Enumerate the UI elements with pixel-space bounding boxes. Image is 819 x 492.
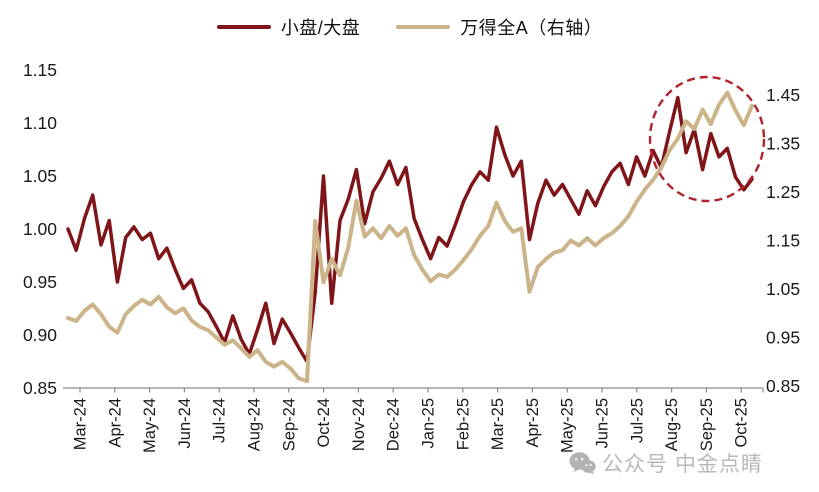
svg-text:Mar-24: Mar-24 [72, 398, 90, 450]
svg-text:Dec-24: Dec-24 [385, 398, 403, 451]
svg-text:Oct-24: Oct-24 [315, 398, 333, 448]
svg-text:May-25: May-25 [559, 398, 577, 453]
svg-text:Nov-24: Nov-24 [350, 398, 368, 451]
svg-text:Feb-25: Feb-25 [454, 398, 472, 450]
svg-text:1.45: 1.45 [766, 85, 800, 105]
svg-text:0.90: 0.90 [23, 325, 57, 345]
svg-text:Apr-24: Apr-24 [106, 398, 124, 448]
svg-text:May-24: May-24 [141, 398, 159, 453]
legend-line-swatch-red [216, 24, 271, 30]
svg-text:Aug-25: Aug-25 [663, 398, 681, 451]
svg-text:1.05: 1.05 [23, 166, 57, 186]
svg-text:0.85: 0.85 [23, 378, 57, 398]
svg-text:Jun-24: Jun-24 [176, 398, 194, 448]
legend-line-swatch-tan [396, 24, 451, 30]
wechat-icon [569, 452, 596, 475]
svg-text:0.95: 0.95 [766, 328, 800, 348]
svg-text:1.15: 1.15 [766, 231, 800, 251]
svg-text:1.00: 1.00 [23, 219, 57, 239]
svg-text:1.05: 1.05 [766, 279, 800, 299]
svg-text:Sep-25: Sep-25 [698, 398, 716, 451]
svg-text:Jun-25: Jun-25 [594, 398, 612, 448]
svg-text:1.15: 1.15 [23, 60, 57, 80]
svg-text:Sep-24: Sep-24 [280, 398, 298, 451]
svg-text:1.35: 1.35 [766, 134, 800, 154]
legend-label-wind-all-a: 万得全A（右轴） [460, 18, 603, 38]
svg-text:Jan-25: Jan-25 [420, 398, 438, 448]
svg-text:Jul-24: Jul-24 [211, 398, 229, 443]
watermark: 公众号 中金点睛 [569, 448, 763, 478]
svg-text:0.85: 0.85 [766, 376, 800, 396]
svg-text:Apr-25: Apr-25 [524, 398, 542, 448]
svg-text:Oct-25: Oct-25 [733, 398, 751, 448]
svg-text:0.95: 0.95 [23, 272, 57, 292]
svg-text:1.10: 1.10 [23, 113, 57, 133]
svg-text:Aug-24: Aug-24 [246, 398, 264, 451]
legend-label-small-vs-large: 小盘/大盘 [280, 18, 361, 38]
svg-text:Mar-25: Mar-25 [489, 398, 507, 450]
watermark-text: 公众号 中金点睛 [602, 453, 763, 476]
svg-text:Jul-25: Jul-25 [628, 398, 646, 443]
legend-item-wind-all-a: 万得全A（右轴） [396, 14, 602, 40]
svg-text:1.25: 1.25 [766, 182, 800, 202]
legend-item-small-vs-large: 小盘/大盘 [216, 14, 361, 40]
legend: 小盘/大盘 万得全A（右轴） [0, 14, 819, 40]
